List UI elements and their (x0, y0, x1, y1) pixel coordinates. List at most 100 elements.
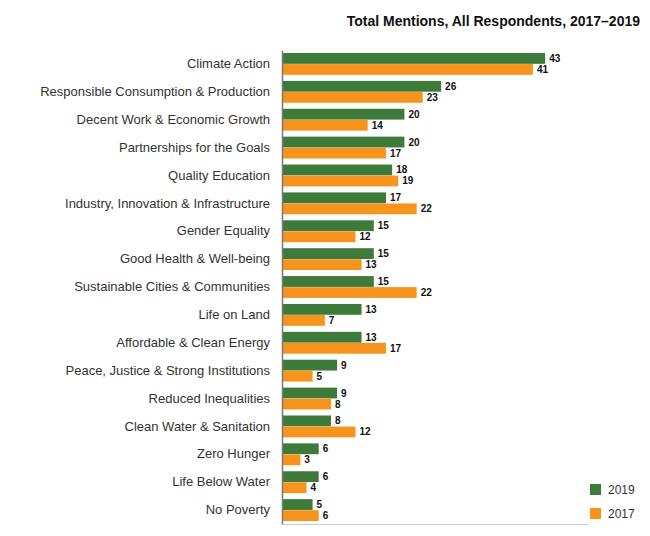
data-label: 15 (378, 276, 390, 287)
tick-label: Industry, Innovation & Infrastructure (65, 196, 270, 211)
data-label: 26 (445, 81, 457, 92)
bar (282, 165, 392, 176)
tick-label: Climate Action (187, 56, 270, 71)
bar (282, 259, 362, 270)
tick: Good Health & Well-being (120, 251, 282, 266)
bar (282, 287, 417, 298)
tick: Reduced Inequalities (149, 391, 282, 406)
bar (282, 203, 417, 214)
data-label: 13 (366, 304, 378, 315)
tick-label: Zero Hunger (197, 446, 271, 461)
data-label: 8 (335, 399, 341, 410)
tick-label: Clean Water & Sanitation (125, 419, 270, 434)
tick: No Poverty (206, 502, 282, 517)
bar (282, 92, 423, 103)
bar (282, 415, 331, 426)
data-label: 22 (421, 287, 433, 298)
bar (282, 360, 337, 371)
bar (282, 81, 441, 92)
bar (282, 499, 313, 510)
legend-label: 2017 (608, 507, 635, 521)
data-label: 6 (323, 510, 329, 521)
tick-label: Life on Land (198, 307, 270, 322)
data-label: 6 (323, 443, 329, 454)
data-label: 12 (359, 426, 371, 437)
tick: Life Below Water (172, 474, 282, 489)
legend-label: 2019 (608, 483, 635, 497)
tick-label: Sustainable Cities & Communities (74, 279, 270, 294)
tick-label: No Poverty (206, 502, 271, 517)
data-label: 22 (421, 203, 433, 214)
data-label: 6 (323, 471, 329, 482)
tick: Quality Education (168, 168, 282, 183)
tick-label: Reduced Inequalities (149, 391, 271, 406)
bar (282, 248, 374, 259)
data-label: 13 (366, 332, 378, 343)
tick-label: Peace, Justice & Strong Institutions (66, 363, 271, 378)
bar (282, 192, 386, 203)
data-label: 3 (304, 454, 310, 465)
x-axis (283, 524, 589, 525)
legend-swatch (590, 508, 601, 519)
tick-label: Affordable & Clean Energy (116, 335, 270, 350)
bar (282, 371, 313, 382)
data-label: 4 (310, 482, 316, 493)
data-label: 5 (317, 499, 323, 510)
tick-label: Partnerships for the Goals (119, 140, 271, 155)
tick: Sustainable Cities & Communities (74, 279, 282, 294)
bar (282, 388, 337, 399)
bar (282, 148, 386, 159)
tick-label: Gender Equality (177, 223, 271, 238)
bar (282, 176, 398, 187)
bar (282, 482, 306, 493)
tick: Zero Hunger (197, 446, 282, 461)
bar (282, 53, 545, 64)
title: Total Mentions, All Respondents, 2017–20… (347, 13, 641, 29)
data-label: 20 (408, 109, 420, 120)
chart: Total Mentions, All Respondents, 2017–20… (0, 0, 650, 536)
bar (282, 64, 533, 75)
data-label: 8 (335, 415, 341, 426)
tick-label: Decent Work & Economic Growth (77, 112, 270, 127)
data-label: 17 (390, 192, 402, 203)
tick-label: Life Below Water (172, 474, 270, 489)
tick: Decent Work & Economic Growth (77, 112, 282, 127)
tick: Partnerships for the Goals (119, 140, 282, 155)
tick-label: Quality Education (168, 168, 270, 183)
bar (282, 315, 325, 326)
tick: Climate Action (187, 56, 282, 71)
tick: Gender Equality (177, 223, 282, 238)
y-axis: Climate Action Responsible Consumption & … (40, 51, 282, 525)
bar (282, 332, 362, 343)
bar (282, 510, 319, 521)
bar (282, 231, 355, 242)
bar (282, 399, 331, 410)
tick-label: Good Health & Well-being (120, 251, 270, 266)
axis-line (283, 524, 589, 525)
data-label: 17 (390, 148, 402, 159)
bar (282, 109, 404, 120)
data-label: 9 (341, 360, 347, 371)
data-label: 19 (402, 175, 414, 186)
tick: Clean Water & Sanitation (125, 419, 282, 434)
data-label: 9 (341, 388, 347, 399)
bar (282, 120, 368, 131)
data-label: 5 (317, 371, 323, 382)
data-label: 18 (396, 164, 408, 175)
legend-swatch (590, 484, 601, 495)
data-label: 14 (372, 120, 384, 131)
tick: Responsible Consumption & Production (40, 84, 282, 99)
bar (282, 137, 404, 148)
tick-label: Responsible Consumption & Production (40, 84, 270, 99)
tick: Affordable & Clean Energy (116, 335, 282, 350)
data-label: 15 (378, 220, 390, 231)
data-label: 43 (549, 53, 561, 64)
tick: Life on Land (198, 307, 282, 322)
bar (282, 220, 374, 231)
data-label: 13 (366, 259, 378, 270)
data-label: 12 (359, 231, 371, 242)
data-label: 20 (408, 137, 420, 148)
bar (282, 343, 386, 354)
plot: 4326202018171515151313998665412314171922… (40, 51, 588, 525)
bars (282, 53, 545, 521)
